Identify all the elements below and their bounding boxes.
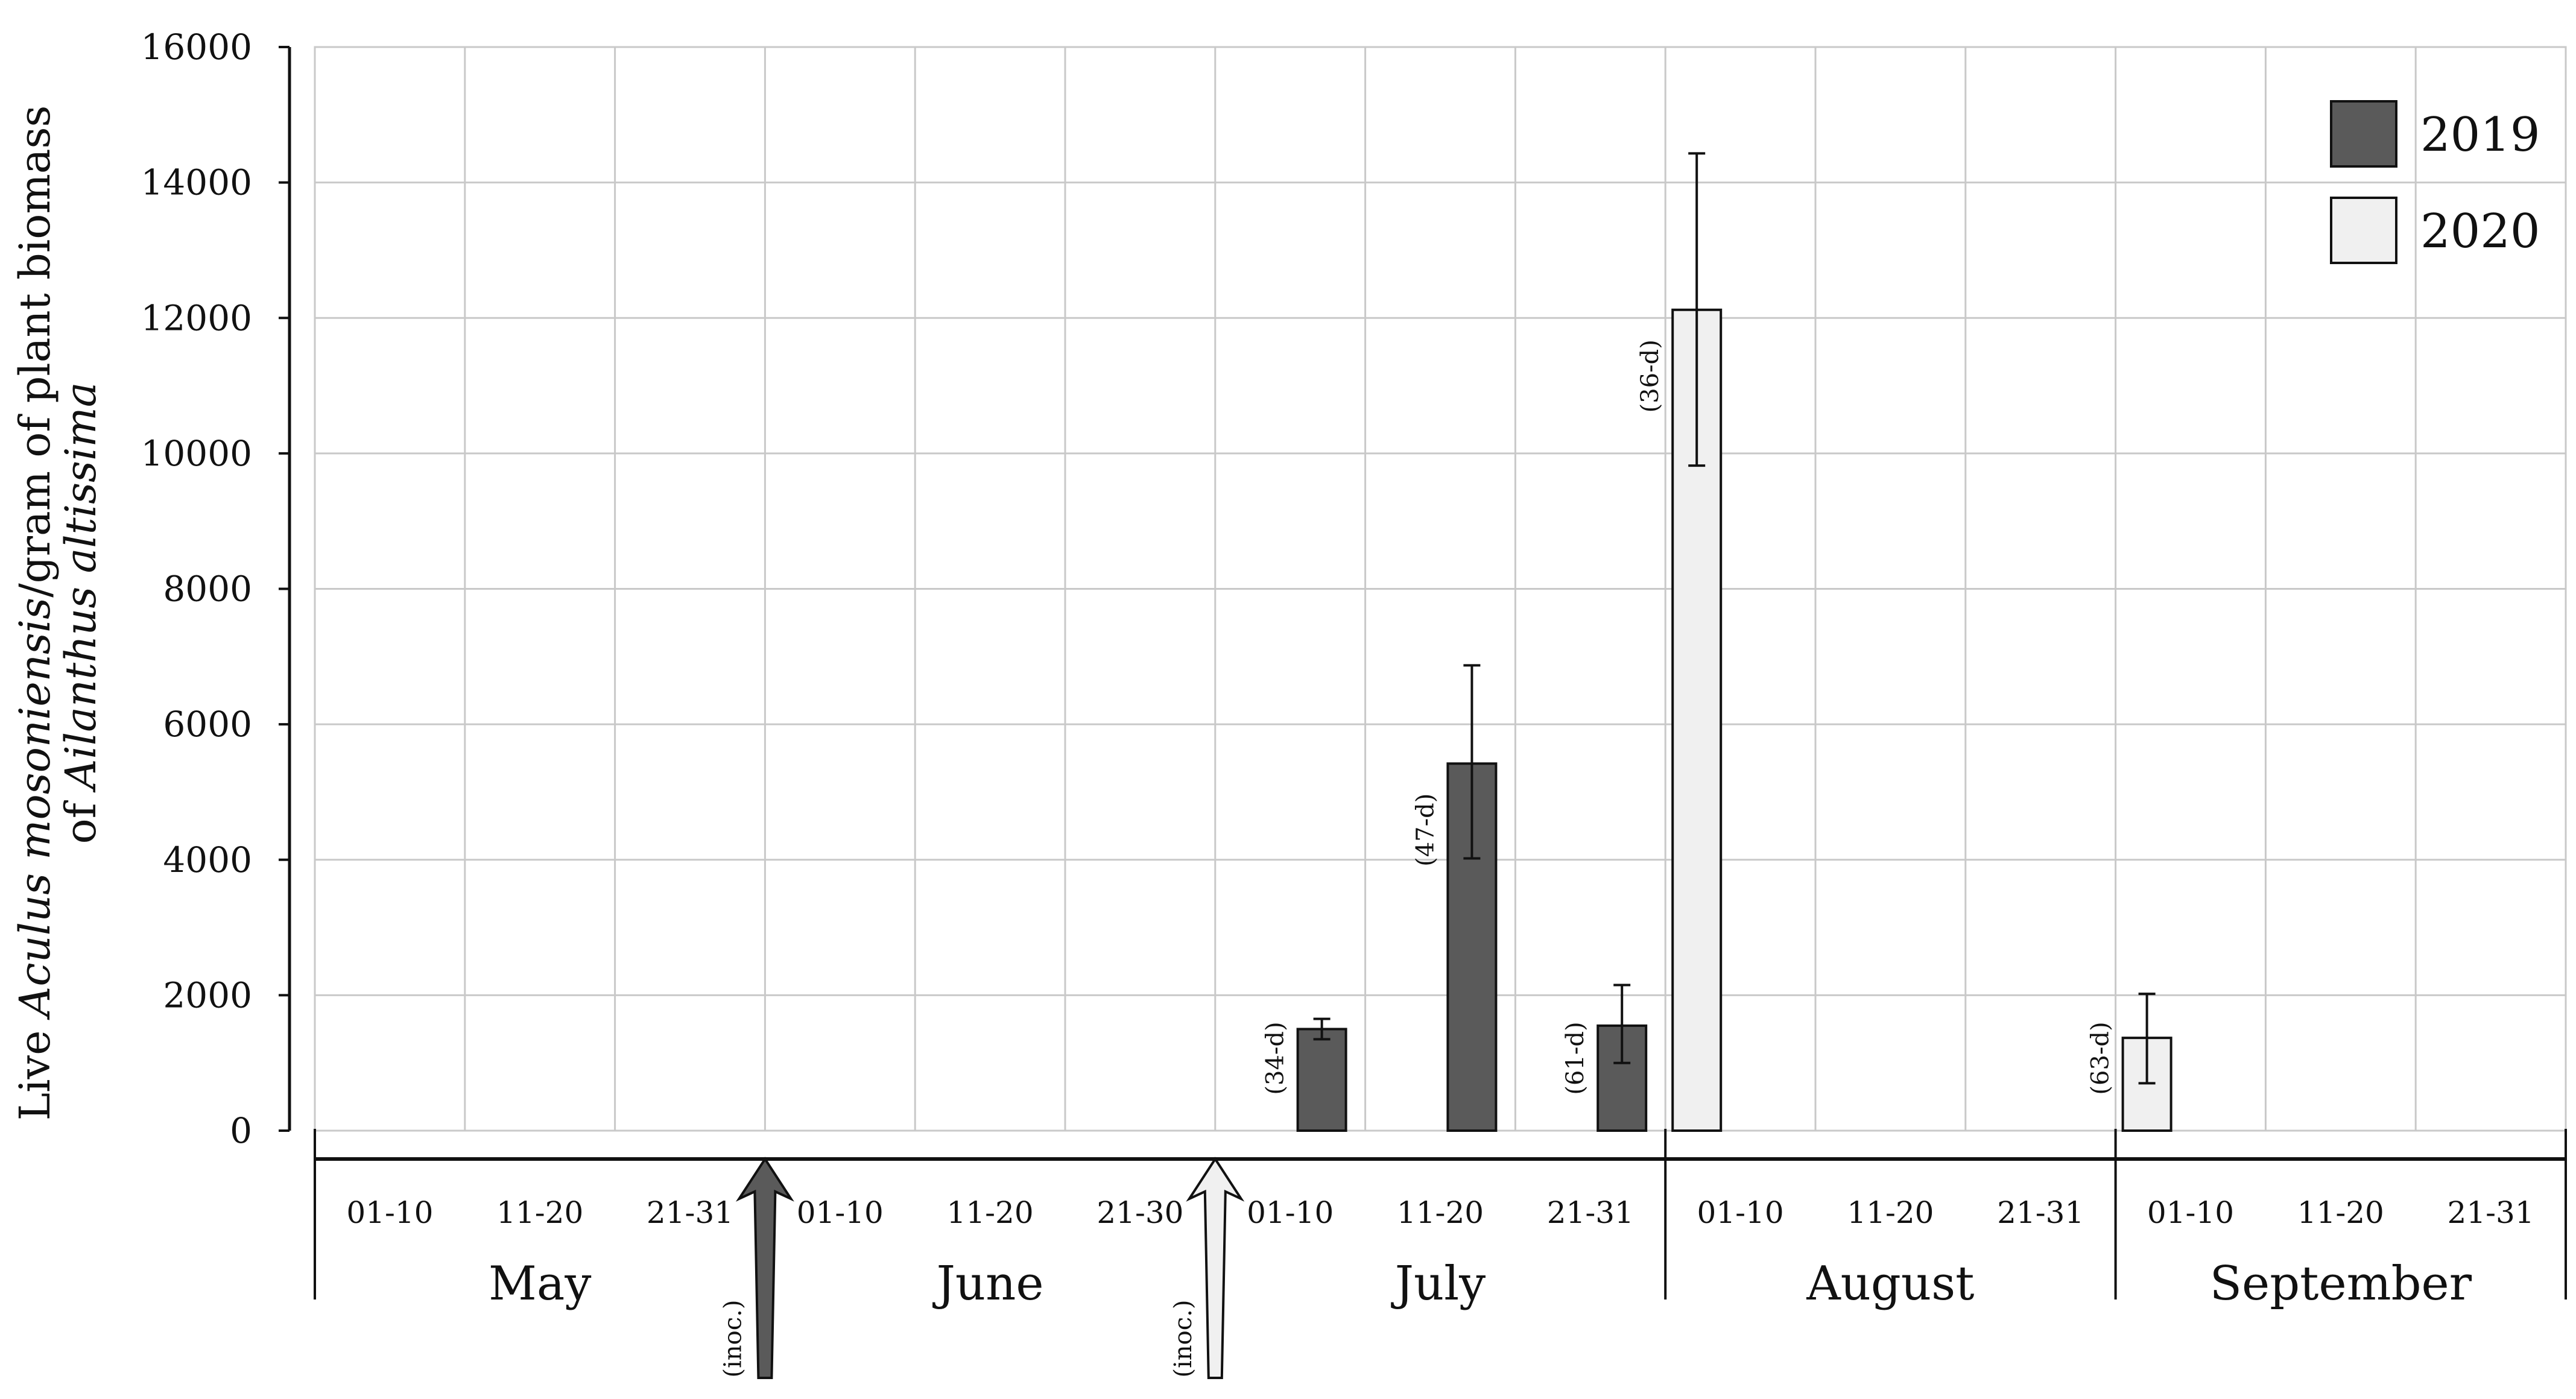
- grid: [314, 46, 2567, 1132]
- period-label: 11-20: [947, 1195, 1034, 1230]
- y-tick-label: 8000: [163, 569, 252, 610]
- bar-data-label: (34-d): [1262, 1022, 1290, 1094]
- month-label: June: [932, 1257, 1044, 1311]
- inoculation-arrow-icon: [1186, 1157, 1245, 1379]
- legend-label: 2020: [2420, 204, 2540, 259]
- y-tick-label: 10000: [141, 433, 252, 474]
- y-tick-label: 0: [230, 1110, 252, 1151]
- period-label: 21-31: [647, 1195, 733, 1230]
- period-label: 21-31: [1997, 1195, 2084, 1230]
- period-label: 01-10: [1697, 1195, 1784, 1230]
- y-tick-label: 6000: [163, 704, 252, 745]
- y-axis-label-part: Ailanthus altissima: [56, 382, 106, 794]
- month-label: May: [489, 1257, 591, 1311]
- legend-label: 2019: [2420, 108, 2540, 162]
- y-tick-label: 14000: [141, 162, 252, 203]
- y-tick-label: 2000: [163, 974, 252, 1015]
- y-axis-label-part: /gram of plant biomass: [10, 106, 60, 598]
- y-tick-label: 4000: [163, 839, 252, 880]
- month-label: August: [1806, 1257, 1974, 1311]
- bar: [1296, 1028, 1347, 1132]
- month-label: September: [2210, 1257, 2472, 1311]
- y-axis-label-line2: of Ailanthus altissima: [56, 382, 106, 844]
- inoculation-label: (inoc.): [1169, 1300, 1197, 1378]
- y-axis-label-part: Aculus mosoniensis: [10, 598, 60, 1020]
- y-axis-label: Live Aculus mosoniensis/gram of plant bi…: [10, 106, 106, 1121]
- inoculation-label: (inoc.): [719, 1300, 747, 1378]
- month-label: July: [1391, 1257, 1486, 1311]
- period-label: 01-10: [797, 1195, 884, 1230]
- period-label: 11-20: [2297, 1195, 2384, 1230]
- inoculation-arrow-icon: [735, 1157, 794, 1379]
- x-axis: 01-10 11-20 21-31 01-10 11-20 21-30 01-10 11-20…: [314, 1129, 2567, 1311]
- period-label: 21-31: [2448, 1195, 2534, 1230]
- inoculation-arrows: (inoc.) (inoc.): [719, 1157, 1245, 1379]
- period-label: 01-10: [346, 1195, 433, 1230]
- bar-data-label: (61-d): [1562, 1022, 1589, 1094]
- bar-data-label: (36-d): [1636, 339, 1664, 412]
- y-axis-label-part: Live: [10, 1017, 60, 1120]
- period-label: 01-10: [1247, 1195, 1334, 1230]
- bars: (34-d) (47-d) (61-d) (36-d) (63-d): [1262, 152, 2173, 1132]
- bar-data-label: (47-d): [1411, 794, 1439, 867]
- y-tick-label: 12000: [141, 297, 252, 338]
- y-axis-label-line1: Live Aculus mosoniensis/gram of plant bi…: [10, 106, 60, 1121]
- period-label: 11-20: [1847, 1195, 1934, 1230]
- legend-swatch: [2330, 100, 2397, 168]
- period-label: 11-20: [1397, 1195, 1484, 1230]
- legend: 2019 2020: [2330, 100, 2540, 264]
- bar-data-label: (63-d): [2087, 1022, 2115, 1094]
- period-label: 01-10: [2147, 1195, 2234, 1230]
- y-axis: 0 2000 4000 6000 8000 10000 12000 14000 16000: [141, 27, 291, 1151]
- period-label: 21-30: [1097, 1195, 1183, 1230]
- period-label: 21-31: [1547, 1195, 1634, 1230]
- y-axis-label-part: of: [56, 789, 106, 844]
- legend-swatch: [2330, 197, 2397, 264]
- period-label: 11-20: [496, 1195, 583, 1230]
- y-tick-label: 16000: [141, 27, 252, 68]
